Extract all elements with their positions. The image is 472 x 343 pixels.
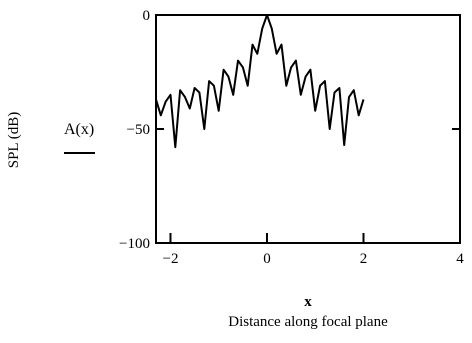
x-tick-labels: −2 0 2 4 (162, 251, 464, 267)
x-axis-variable: x (304, 294, 312, 310)
x-tick-label: 0 (263, 251, 271, 267)
y-tick-label: −50 (127, 122, 150, 138)
y-axis-label: SPL (dB) (6, 112, 22, 169)
y-tick-labels: 0 −50 −100 (119, 8, 150, 252)
x-tick-label: −2 (162, 251, 178, 267)
series-line-a-x (155, 14, 365, 149)
trace-label: A(x) (64, 121, 94, 138)
x-axis-label: Distance along focal plane (228, 314, 388, 330)
y-tick-label: −100 (119, 236, 150, 252)
plot-frame (155, 14, 461, 244)
axis-ticks (156, 14, 461, 244)
x-tick-label: 2 (360, 251, 368, 267)
x-tick-label: 4 (456, 251, 464, 267)
y-tick-label: 0 (143, 8, 151, 24)
